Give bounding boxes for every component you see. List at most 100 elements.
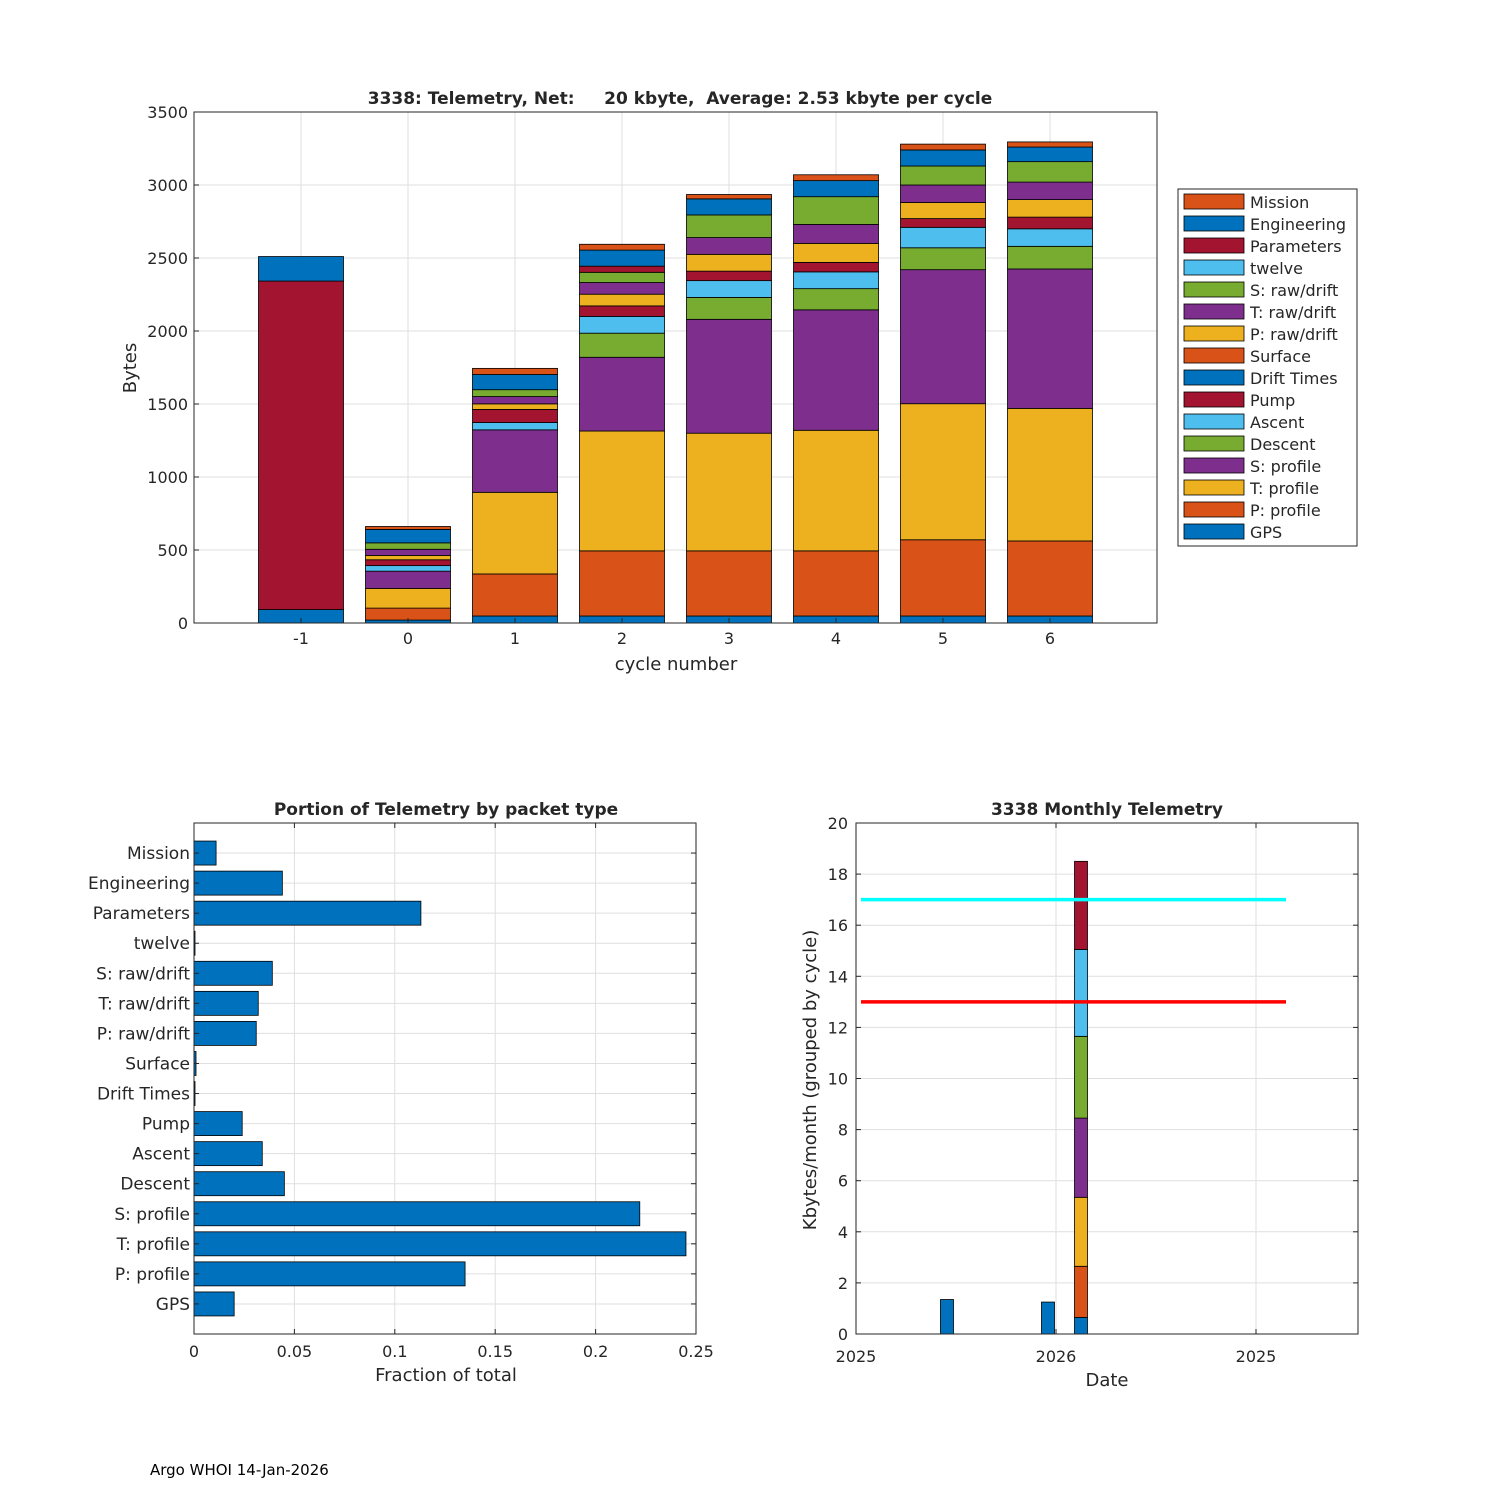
c1-bar-segment-mission-cycle-6 [1007,141,1093,148]
c2-category-label-surface: Surface [125,1054,190,1074]
c1-bar-segment-p-profile-cycle-3 [686,550,772,617]
c1-bar-segment-pump-cycle-1 [258,280,344,610]
c3-bar-2-segment-1 [1074,1265,1088,1318]
c3-reference-lines [861,897,1286,1004]
c1-legend-label-t-profile: T: profile [1249,479,1319,498]
c1-bar-segment-p-raw-drift-cycle-1 [472,403,558,410]
c1-bar-segment-engineering-cycle-3 [686,198,772,216]
c1-xtick-label: -1 [293,629,309,648]
c3-ytick-label: 20 [828,814,848,833]
c1-bar-segment-p-raw-drift-cycle-6 [1007,199,1093,218]
c2-bar-gps [193,1291,235,1317]
c2-category-label-parameters: Parameters [93,904,190,924]
c1-x-ticks: -1 0 1 2 3 4 5 6 [293,618,1055,648]
c1-bar-segment-p-profile-cycle-4 [793,550,879,617]
c1-legend-swatch-gps [1183,523,1245,540]
c1-bar-segment-s-raw-drift-cycle-0 [365,542,451,550]
c1-bar-segment-descent-cycle-4 [793,288,879,311]
c2-bar-p-profile [193,1261,466,1287]
c1-ytick-label: 0 [178,614,188,633]
c1-bar-segment-t-profile-cycle-4 [793,429,879,552]
c1-ytick-label: 2000 [147,322,188,341]
c1-bar-segment-s-raw-drift-cycle-3 [686,214,772,238]
c3-ticks: 0 2 4 6 8 10 12 14 16 18 20 2025 2026 2025 [828,814,1358,1366]
c1-bar-segment-t-raw-drift-cycle-6 [1007,181,1093,201]
c1-legend-label-p-profile: P: profile [1250,501,1321,520]
c2-category-label-descent: Descent [120,1175,190,1195]
c2-xtick-label: 0.2 [583,1342,608,1361]
c1-legend-label-ascent: Ascent [1250,413,1304,432]
c3-ytick-label: 12 [828,1018,848,1037]
c1-bar-segment-t-raw-drift-cycle-2 [579,282,665,295]
c2-category-label-ascent: Ascent [132,1145,190,1165]
c1-bar-segment-pump-cycle-3 [686,270,772,282]
c1-bar-segment-t-raw-drift-cycle-1 [472,396,558,405]
c3-ytick-label: 10 [828,1070,848,1089]
c1-bar-segment-parameters-cycle-2 [579,265,665,273]
monthly-telemetry-chart: 0 2 4 6 8 10 12 14 16 18 20 2025 2026 2025 3338 Month… [800,800,1359,1391]
c1-legend-label-gps: GPS [1250,523,1282,542]
c1-legend-swatch-parameters [1183,237,1245,254]
c1-bar-segment-ascent-cycle-0 [365,565,451,572]
c1-bar-segment-engineering-cycle-6 [1007,146,1093,163]
c3-grid [855,822,1358,1335]
c1-bar-segment-s-profile-cycle-0 [365,570,451,589]
c2-bar-s-raw-drift [193,960,273,986]
fraction-by-packet-chart: 0 0.05 0.1 0.15 0.2 0.25 GPS P: profile T: profi… [88,800,714,1386]
c3-ytick-label: 8 [838,1121,848,1140]
c1-legend-swatch-ascent [1183,413,1245,430]
c1-bar-segment-s-raw-drift-cycle-4 [793,196,879,225]
c1-xtick-label: 0 [403,629,413,648]
c2-bar-descent [193,1171,285,1197]
c1-bar-segment-twelve-cycle-5 [900,226,986,249]
c1-bar-segment-engineering-cycle-5 [900,149,986,167]
c3-bar-2-segment-4 [1074,1035,1088,1119]
c1-bar-segment-s-profile-cycle-6 [1007,268,1093,409]
c3-ytick-label: 16 [828,916,848,935]
c2-xtick-label: 0.1 [382,1342,407,1361]
c3-ytick-label: 14 [828,967,848,986]
c1-bar-segment-pump-cycle-1 [472,409,558,423]
telemetry-per-cycle-chart: 0 500 1000 1500 2000 2500 3000 3500 -1 0 1 2 3 4 5 6 3… [120,89,1358,675]
c3-bar-2-segment-5 [1074,949,1088,1037]
c1-ytick-label: 3000 [147,176,188,195]
c1-ytick-label: 1000 [147,468,188,487]
c3-bar-2-segment-2 [1074,1196,1088,1267]
c2-category-label-s-raw-drift: S: raw/drift [96,964,190,984]
c2-category-label-mission: Mission [127,844,190,864]
c1-bar-segment-pump-cycle-6 [1007,216,1093,230]
c1-legend-swatch-s-profile [1183,457,1245,474]
c1-bar-segment-mission-cycle-1 [472,367,558,375]
c1-legend-label-twelve: twelve [1250,259,1303,278]
c1-bar-segment-s-profile-cycle-5 [900,269,986,405]
c1-bar-segment-s-raw-drift-cycle-6 [1007,161,1093,183]
c3-xtick-label: 2025 [836,1347,877,1366]
c2-category-label-t-profile: T: profile [116,1235,190,1255]
c1-legend-swatch-drift-times [1183,369,1245,386]
c1-bar-segment-t-raw-drift-cycle-5 [900,184,986,203]
c1-bar-segment-p-raw-drift-cycle-5 [900,202,986,219]
c2-bar-parameters [193,900,422,926]
c1-legend-label-t-raw-drift: T: raw/drift [1249,303,1336,322]
c3-bar-2-segment-0 [1074,1316,1088,1335]
c1-legend-swatch-twelve [1183,259,1245,276]
c1-legend-swatch-t-profile [1183,479,1245,496]
c1-xtick-label: 3 [724,629,734,648]
c1-bar-segment-p-raw-drift-cycle-4 [793,242,879,263]
c2-xlabel: Fraction of total [375,1365,517,1386]
c3-bar-2-segment-6 [1074,860,1088,950]
c1-bar-segment-t-profile-cycle-1 [472,491,558,575]
c1-bar-segment-p-profile-cycle-1 [472,573,558,617]
c1-plot-area [194,112,1157,623]
c1-bar-segment-pump-cycle-4 [793,261,879,273]
c1-legend-label-descent: Descent [1250,435,1316,454]
c3-ytick-label: 6 [838,1172,848,1191]
c2-category-label-t-raw-drift: T: raw/drift [97,994,190,1014]
c1-legend: Mission Engineering Parameters twelve S: raw… [1177,188,1358,547]
c1-bar-segment-ascent-cycle-3 [686,280,772,298]
c1-bar-segment-mission-cycle-5 [900,143,986,151]
c1-legend-swatch-engineering [1183,215,1245,232]
c2-ticks: 0 0.05 0.1 0.15 0.2 0.25 GPS P: profile T: profi… [88,823,714,1361]
c1-bar-segment-t-profile-cycle-6 [1007,407,1093,542]
